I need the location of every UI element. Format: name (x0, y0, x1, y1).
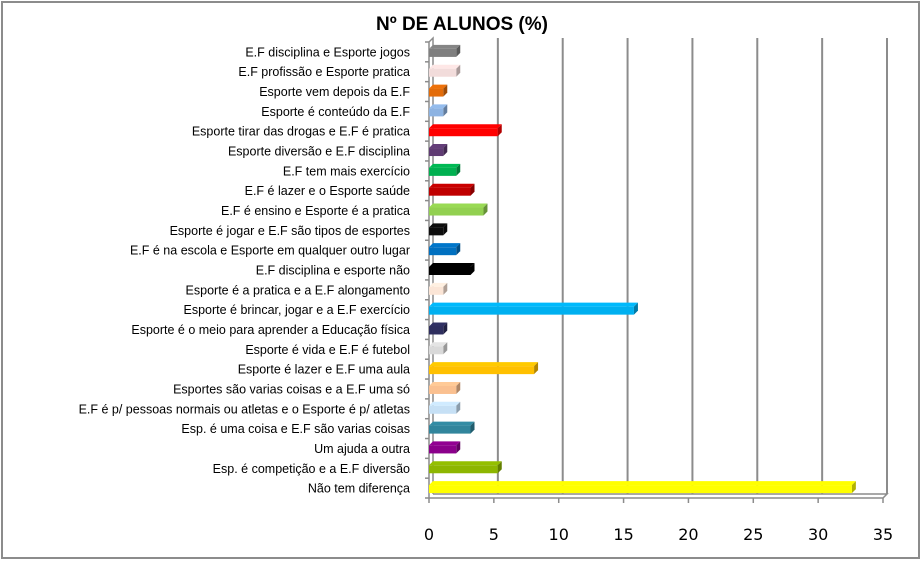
bar (429, 342, 448, 355)
category-label: E.F tem mais exercício (283, 164, 410, 178)
bar (429, 282, 448, 295)
x-tick-label: 25 (743, 525, 763, 544)
bar (429, 183, 475, 196)
category-label: Esporte é lazer e E.F uma aula (238, 363, 410, 377)
category-label: E.F é na escola e Esporte em qualquer ou… (130, 244, 410, 258)
bar (429, 124, 502, 137)
bar (429, 481, 856, 494)
bar (429, 441, 461, 454)
bar (429, 263, 475, 275)
category-label: Esporte diversão e E.F disciplina (228, 145, 410, 159)
x-tick-label: 10 (549, 525, 569, 544)
category-label: E.F profissão e Esporte pratica (238, 65, 410, 79)
category-label: E.F disciplina e esporte não (256, 264, 410, 278)
category-label: Esp. é uma coisa e E.F são varias coisas (181, 422, 410, 436)
bar (429, 84, 448, 97)
bars (429, 44, 856, 494)
category-label: E.F é lazer e o Esporte saúde (245, 184, 410, 198)
x-tick-label: 35 (873, 525, 893, 544)
category-label: Esporte é brincar, jogar e a E.F exercíc… (184, 303, 411, 317)
x-tick-labels: 0 5 10 15 20 25 30 35 (424, 525, 893, 544)
category-label: Um ajuda a outra (314, 442, 410, 456)
category-label: Esporte tirar das drogas e E.F é pratica (192, 125, 410, 139)
bar (429, 44, 461, 57)
category-label: Esporte é o meio para aprender a Educaçã… (131, 323, 410, 337)
category-label: Esporte é jogar e E.F são tipos de espor… (170, 224, 410, 238)
bar (429, 104, 448, 117)
bar (429, 381, 461, 394)
chart-title: Nº DE ALUNOS (%) (376, 14, 548, 35)
bar (429, 401, 461, 414)
bar (429, 302, 638, 315)
category-label: E.F é ensino e Esporte é a pratica (221, 204, 410, 218)
x-tick-label: 15 (613, 525, 633, 544)
bar (429, 64, 461, 77)
bar (429, 203, 488, 216)
bar (429, 362, 539, 375)
bar (429, 243, 461, 256)
bar (429, 322, 448, 335)
x-axis (429, 493, 889, 499)
category-label: Esporte vem depois da E.F (259, 85, 410, 99)
category-label: E.F disciplina e Esporte jogos (245, 45, 410, 59)
bar (429, 461, 502, 474)
category-label: Esporte é a pratica e a E.F alongamento (186, 283, 410, 297)
category-label: Esporte é vida e E.F é futebol (245, 343, 410, 357)
bar (429, 144, 448, 157)
category-label: Esportes são varias coisas e a E.F uma s… (173, 382, 410, 396)
category-label: E.F é p/ pessoas normais ou atletas e o … (79, 402, 410, 416)
x-tick-label: 5 (489, 525, 499, 544)
x-tick-label: 0 (424, 525, 434, 544)
category-label: Esporte é conteúdo da E.F (261, 105, 410, 119)
x-tick-label: 30 (808, 525, 828, 544)
bar (429, 421, 475, 434)
category-labels: E.F disciplina e Esporte jogos E.F profis… (79, 45, 411, 495)
category-label: Não tem diferença (308, 482, 410, 496)
axes (425, 36, 889, 503)
x-tick-label: 20 (678, 525, 698, 544)
bar (429, 223, 448, 236)
gridlines (496, 38, 888, 494)
category-label: Esp. é competição e a E.F diversão (213, 462, 410, 476)
bar (429, 163, 461, 176)
